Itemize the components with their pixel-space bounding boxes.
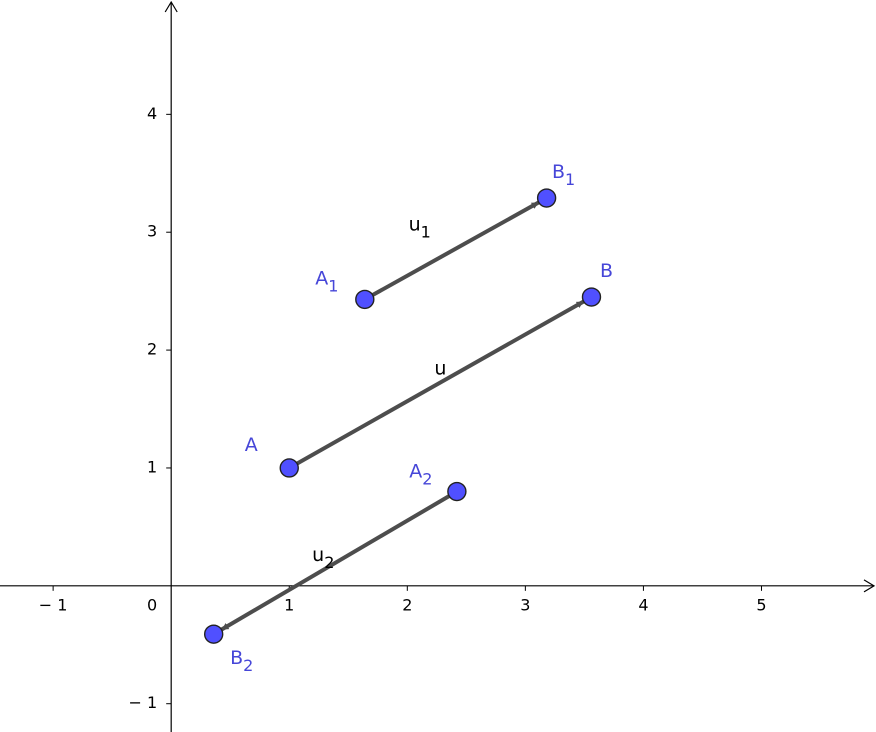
y-tick-label: − 1 xyxy=(129,693,158,712)
point-label: A xyxy=(245,433,258,455)
x-tick-label: 2 xyxy=(402,595,412,614)
vector-label-subscript: 1 xyxy=(421,222,431,241)
point-label: A2 xyxy=(409,460,432,488)
x-tick-label: 3 xyxy=(520,595,530,614)
x-tick-label: − 1 xyxy=(39,595,68,614)
y-tick-label: 2 xyxy=(147,340,157,359)
point-label-main: B xyxy=(552,161,565,183)
point-label-subscript: 1 xyxy=(328,276,338,295)
point xyxy=(203,624,224,644)
x-tick-label: 5 xyxy=(756,595,766,614)
y-axis-arrow xyxy=(164,0,178,13)
x-axis-arrow xyxy=(863,579,876,593)
vector-label: u xyxy=(434,357,446,379)
vector xyxy=(220,489,458,632)
point xyxy=(355,289,375,310)
vector-label-main: u xyxy=(434,357,446,379)
point xyxy=(447,481,467,502)
point-label-main: B xyxy=(230,647,243,669)
vector xyxy=(363,200,540,302)
point xyxy=(581,287,602,307)
point xyxy=(536,188,557,208)
vector-label: u1 xyxy=(409,213,431,241)
point-label: B2 xyxy=(230,647,253,675)
origin-label: 0 xyxy=(147,595,157,614)
point-label-main: A xyxy=(409,460,422,482)
vector xyxy=(288,299,585,470)
point-label-main: A xyxy=(245,433,258,455)
point xyxy=(279,458,299,478)
point-label: A1 xyxy=(315,267,338,295)
point-label-subscript: 2 xyxy=(422,469,432,488)
vector-label-main: u xyxy=(312,543,324,565)
point-label-subscript: 1 xyxy=(565,170,575,189)
point-label: B1 xyxy=(552,161,575,189)
point-label-main: A xyxy=(315,267,328,289)
point-label-main: B xyxy=(600,260,613,282)
point-label: B xyxy=(600,260,613,282)
vector-label: u2 xyxy=(312,543,334,571)
vector-label-subscript: 2 xyxy=(324,552,334,571)
y-tick-label: 1 xyxy=(147,457,157,476)
vector-label-main: u xyxy=(409,213,421,235)
point-label-subscript: 2 xyxy=(243,656,253,675)
y-tick-label: 3 xyxy=(147,222,157,241)
x-tick-label: 1 xyxy=(284,595,294,614)
y-tick-label: 4 xyxy=(147,104,157,123)
x-tick-label: 4 xyxy=(638,595,648,614)
